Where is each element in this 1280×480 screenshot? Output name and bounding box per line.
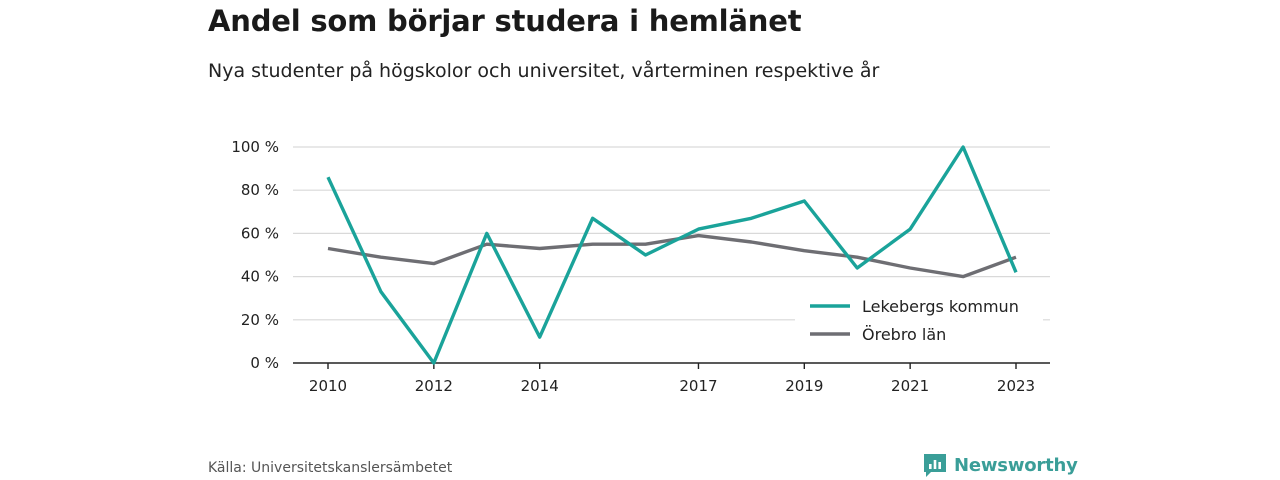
x-tick-label: 2012 xyxy=(415,377,453,395)
x-tick-label: 2017 xyxy=(679,377,717,395)
x-axis-ticks: 2010 2012 2014 2017 2019 2021 2023 xyxy=(309,363,1035,395)
y-tick-label: 0 % xyxy=(250,354,279,372)
source-note: Källa: Universitetskanslersämbetet xyxy=(208,460,453,476)
series-line-orebro-lan xyxy=(327,233,1017,279)
newsworthy-logo-icon xyxy=(924,454,946,477)
chart-title: Andel som börjar studera i hemlänet xyxy=(208,4,802,38)
legend: Lekebergs kommun Örebro län xyxy=(795,289,1043,351)
legend-background xyxy=(795,289,1043,351)
x-tick-label: 2019 xyxy=(785,377,823,395)
x-tick-label: 2010 xyxy=(309,377,347,395)
y-tick-label: 40 % xyxy=(241,268,279,286)
x-tick-label: 2021 xyxy=(891,377,929,395)
legend-label: Örebro län xyxy=(862,325,946,344)
line-chart: 0 %20 %40 %60 %80 %100 % 2010 2012 2014 201… xyxy=(231,138,1050,395)
x-tick-label: 2023 xyxy=(997,377,1035,395)
y-tick-label: 20 % xyxy=(241,311,279,329)
y-tick-label: 100 % xyxy=(231,138,279,156)
chart-subtitle: Nya studenter på högskolor och universit… xyxy=(208,60,880,82)
legend-label: Lekebergs kommun xyxy=(862,297,1019,316)
brand-logo: Newsworthy xyxy=(922,452,1078,478)
y-tick-label: 80 % xyxy=(241,181,279,199)
y-axis-ticks: 0 % 20 % 40 % 60 % 80 % 100 % xyxy=(231,138,279,372)
series-line-lekebergs-kommun xyxy=(326,145,1018,365)
y-tick-label: 60 % xyxy=(241,224,279,242)
brand-name: Newsworthy xyxy=(954,454,1078,476)
series-lines xyxy=(326,145,1018,365)
x-tick-label: 2014 xyxy=(521,377,559,395)
